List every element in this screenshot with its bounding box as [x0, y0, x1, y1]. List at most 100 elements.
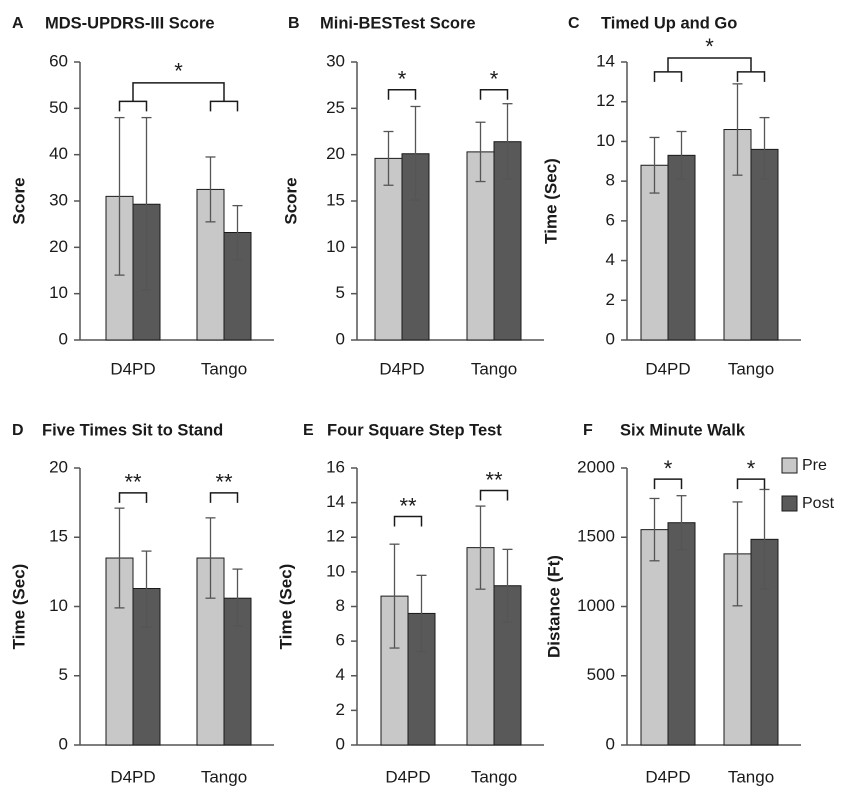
panel-c: C Timed Up and Go 0 2 4 6 8 10 12 14 Time (Sec) D4P…: [541, 14, 801, 378]
bar-post-d4pd: [667, 154, 696, 341]
significance-bracket: [209, 492, 239, 503]
panel-f: F Six Minute Walk 0 500 1000 1500 2000 Distance…: [544, 421, 801, 786]
x-category-label: Tango: [471, 359, 517, 378]
y-tick-label: 30: [326, 51, 345, 70]
y-tick-label: 5: [59, 665, 68, 684]
y-tick-label: 2000: [577, 457, 615, 476]
x-category-label: D4PD: [110, 359, 155, 378]
significance-bracket-between: [667, 57, 752, 72]
bar-post-tango: [493, 141, 522, 341]
panel-a: A MDS-UPDRS-III Score 0 10 20 30 40 50 60 Score D4…: [9, 14, 274, 378]
significance-label: *: [705, 34, 714, 59]
y-tick-label: 12: [596, 91, 615, 110]
y-tick-label: 20: [49, 457, 68, 476]
significance-bracket: [118, 100, 148, 112]
y-tick-label: 0: [336, 734, 345, 753]
significance-bracket: [736, 71, 766, 82]
x-category-label: D4PD: [645, 359, 690, 378]
x-category-label: Tango: [471, 767, 517, 786]
panel-e: E Four Square Step Test 0 2 4 6 8 10 12 14 16 Time …: [276, 421, 544, 786]
bar-post-tango: [750, 148, 779, 341]
y-axis-label: Distance (Ft): [544, 555, 563, 658]
panel-title: Six Minute Walk: [620, 421, 746, 439]
significance-label: **: [485, 467, 503, 492]
panel-letter: B: [288, 15, 300, 32]
y-tick-label: 15: [49, 527, 68, 546]
legend-label-post: Post: [802, 495, 835, 512]
y-tick-label: 10: [49, 283, 68, 302]
y-tick-label: 14: [326, 492, 345, 511]
y-tick-label: 20: [49, 237, 68, 256]
panel-title: Five Times Sit to Stand: [42, 421, 223, 439]
panel-b: B Mini-BESTest Score 0 5 10 15 20 25 30 Score D4PD…: [281, 14, 544, 378]
y-tick-label: 20: [326, 144, 345, 163]
x-category-label: D4PD: [645, 767, 690, 786]
x-category-label: D4PD: [385, 767, 430, 786]
x-category-label: D4PD: [379, 359, 424, 378]
x-category-label: Tango: [201, 767, 247, 786]
bar-pre-d4pd: [640, 164, 669, 341]
y-tick-label: 10: [49, 596, 68, 615]
legend-swatch-pre: [781, 457, 798, 474]
y-tick-label: 4: [336, 665, 345, 684]
significance-bracket: [209, 100, 239, 112]
significance-bracket: [736, 478, 766, 490]
significance-label: *: [490, 67, 499, 92]
panel-letter: C: [568, 15, 580, 32]
significance-bracket: [387, 89, 417, 100]
legend-swatch-post: [781, 495, 798, 512]
y-tick-label: 8: [336, 596, 345, 615]
y-tick-label: 2: [606, 290, 615, 309]
y-tick-label: 10: [326, 237, 345, 256]
y-axis-label: Score: [9, 177, 28, 224]
significance-bracket: [653, 478, 683, 490]
bar-pre-tango: [466, 151, 495, 341]
significance-bracket: [118, 492, 148, 503]
y-tick-label: 15: [326, 190, 345, 209]
panel-title: Mini-BESTest Score: [320, 14, 476, 32]
bar-post-d4pd: [667, 522, 696, 746]
panel-letter: F: [583, 422, 593, 439]
y-tick-label: 40: [49, 144, 68, 163]
panel-letter: A: [12, 15, 24, 32]
significance-bracket-between: [132, 82, 225, 102]
bar-pre-d4pd: [640, 529, 669, 746]
y-tick-label: 12: [326, 527, 345, 546]
panel-title: Timed Up and Go: [601, 14, 737, 32]
legend: Pre Post: [781, 457, 835, 512]
panel-title: MDS-UPDRS-III Score: [45, 14, 215, 32]
significance-label: *: [398, 67, 407, 92]
y-tick-label: 50: [49, 98, 68, 117]
y-tick-label: 10: [596, 131, 615, 150]
y-tick-label: 8: [606, 171, 615, 190]
significance-label: *: [747, 456, 756, 481]
y-tick-label: 0: [606, 329, 615, 348]
y-axis-label: Time (Sec): [9, 564, 28, 650]
significance-label: **: [215, 470, 233, 495]
significance-label: *: [174, 59, 183, 84]
panel-letter: E: [303, 422, 314, 439]
y-tick-label: 0: [336, 329, 345, 348]
panel-d: D Five Times Sit to Stand 0 5 10 15 20 Time (Se…: [9, 421, 274, 786]
y-tick-label: 2: [336, 700, 345, 719]
x-category-label: Tango: [728, 359, 774, 378]
panel-title: Four Square Step Test: [327, 421, 502, 439]
x-category-label: Tango: [201, 359, 247, 378]
significance-bracket: [479, 489, 509, 501]
significance-bracket: [479, 89, 509, 100]
legend-label-pre: Pre: [802, 457, 827, 474]
y-tick-label: 16: [326, 457, 345, 476]
x-category-label: D4PD: [110, 767, 155, 786]
y-axis-label: Time (Sec): [276, 564, 295, 650]
y-tick-label: 0: [59, 329, 68, 348]
y-axis-label: Score: [281, 177, 300, 224]
y-tick-label: 10: [326, 561, 345, 580]
y-tick-label: 5: [336, 283, 345, 302]
y-tick-label: 0: [606, 734, 615, 753]
y-tick-label: 4: [606, 250, 615, 269]
y-tick-label: 25: [326, 98, 345, 117]
bar-pre-d4pd: [374, 157, 403, 341]
x-category-label: Tango: [728, 767, 774, 786]
significance-label: *: [664, 456, 673, 481]
